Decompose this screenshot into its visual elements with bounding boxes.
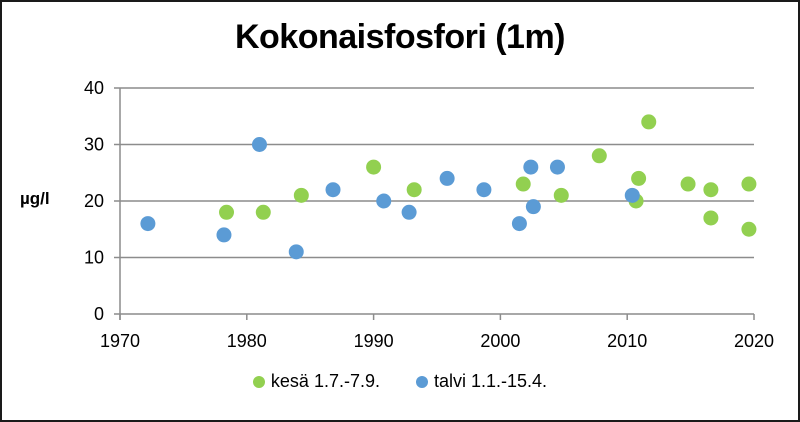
data-point: [523, 159, 539, 175]
data-point: [741, 176, 757, 192]
data-point: [366, 159, 382, 175]
data-point: [288, 244, 304, 260]
data-point: [376, 193, 392, 209]
data-point: [515, 176, 531, 192]
data-point: [219, 204, 235, 220]
legend-item-talvi: talvi 1.1.-15.4.: [416, 371, 547, 392]
x-tick-label: 1990: [354, 331, 394, 351]
data-point: [251, 137, 267, 152]
x-tick-label: 1970: [100, 331, 140, 351]
y-tick-label: 40: [84, 78, 104, 98]
y-axis-label: µg/l: [20, 189, 50, 208]
blue-dot-icon: [416, 375, 428, 388]
data-point: [216, 227, 232, 243]
data-point: [406, 182, 422, 198]
data-point: [631, 170, 647, 186]
data-point: [703, 210, 719, 226]
y-tick-label: 30: [84, 135, 104, 155]
legend-label: talvi 1.1.-15.4.: [434, 371, 548, 391]
data-point: [680, 176, 696, 192]
data-point: [641, 114, 657, 130]
data-point: [439, 170, 455, 186]
data-point: [591, 148, 607, 164]
data-point: [476, 182, 492, 198]
data-point: [525, 199, 541, 215]
data-point: [325, 182, 341, 198]
x-tick-label: 2010: [607, 331, 647, 351]
data-point: [741, 221, 757, 237]
green-dot-icon: [252, 375, 265, 388]
data-point: [703, 182, 719, 198]
data-point: [553, 187, 569, 203]
legend-item-kesa: kesä 1.7.-7.9.: [252, 371, 380, 392]
data-point: [293, 187, 309, 203]
data-point: [401, 204, 417, 220]
y-tick-label: 0: [94, 304, 104, 324]
y-tick-label: 10: [84, 248, 104, 268]
y-tick-label: 20: [84, 191, 104, 211]
data-point: [549, 159, 565, 175]
data-point: [511, 216, 527, 232]
chart-title: Kokonaisfosfori (1m): [234, 18, 566, 56]
x-tick-label: 1980: [227, 331, 267, 351]
legend: kesä 1.7.-7.9. talvi 1.1.-15.4.: [0, 371, 800, 392]
data-point: [624, 187, 640, 203]
x-tick-label: 2000: [480, 331, 520, 351]
data-point: [255, 204, 271, 220]
legend-label: kesä 1.7.-7.9.: [270, 371, 380, 391]
data-point: [140, 216, 156, 232]
x-tick-label: 2020: [734, 331, 774, 351]
